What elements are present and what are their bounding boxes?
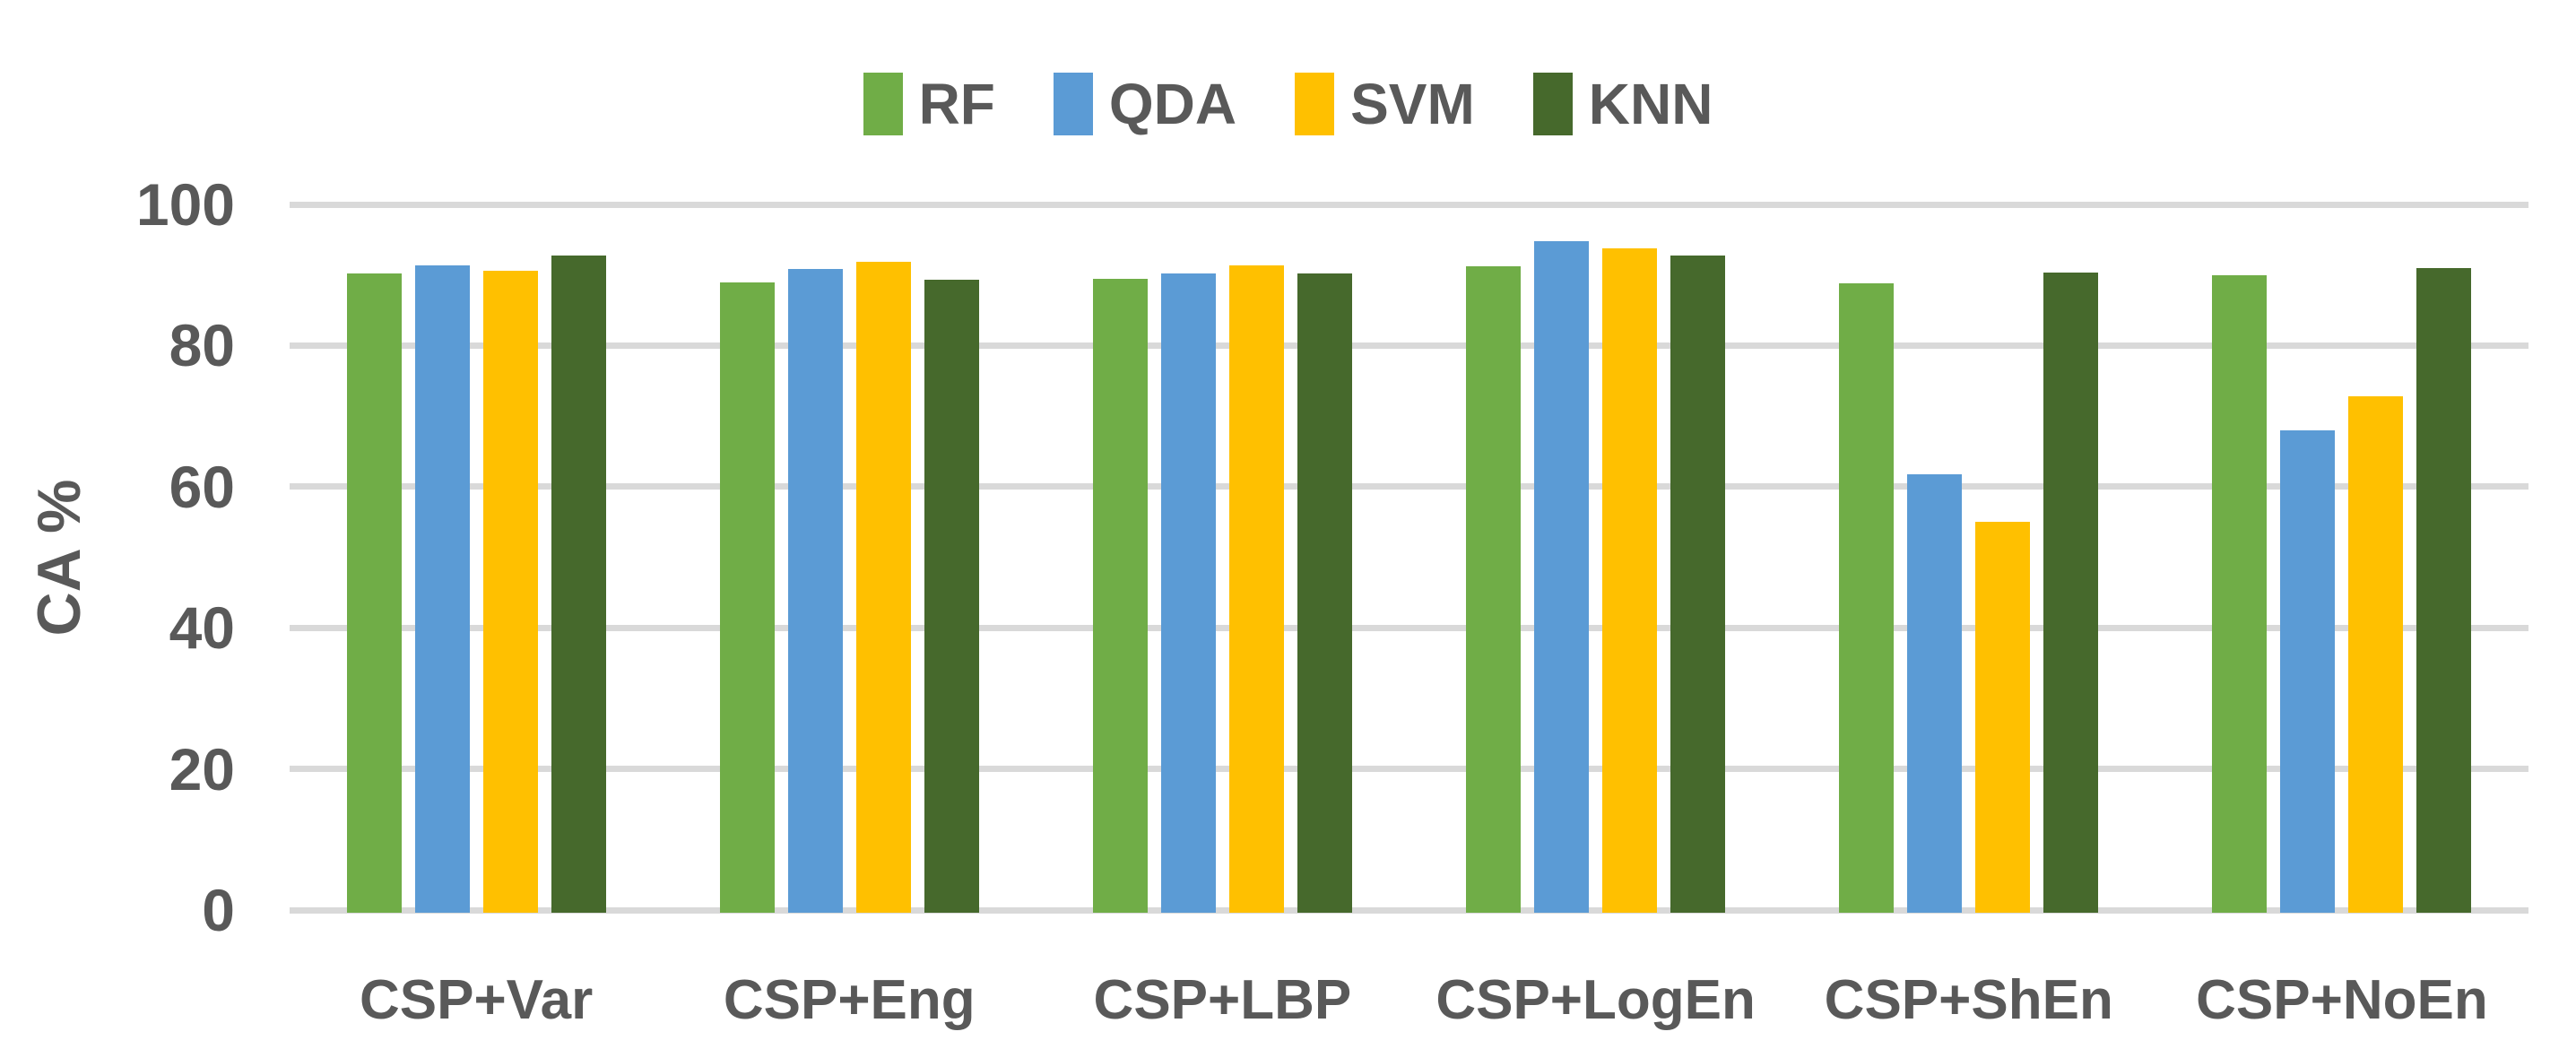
bar-rf-2 <box>1092 279 1148 914</box>
legend-swatch-qda <box>1053 73 1093 135</box>
y-tick-label: 0 <box>202 877 235 943</box>
x-category-label: CSP+ShEn <box>1824 969 2113 1031</box>
x-category-label: CSP+Var <box>359 969 594 1031</box>
y-tick-label: 80 <box>169 312 235 379</box>
bar-rf-0 <box>346 273 402 914</box>
bar-rf-5 <box>2212 274 2268 914</box>
y-tick-label: 40 <box>169 594 235 662</box>
legend-item-rf: RF <box>863 73 995 135</box>
bar-svm-4 <box>1975 522 2031 914</box>
bar-qda-4 <box>1907 473 1963 914</box>
gridline-0 <box>290 906 2528 914</box>
gridline-40 <box>290 624 2528 631</box>
legend-swatch-svm <box>1295 73 1335 135</box>
bar-qda-0 <box>414 265 470 914</box>
bar-svm-1 <box>855 261 911 914</box>
x-category-label: CSP+Eng <box>723 969 976 1031</box>
bar-knn-3 <box>1670 255 1726 914</box>
bar-svm-0 <box>482 270 538 914</box>
bar-knn-0 <box>551 255 606 914</box>
bar-svm-3 <box>1602 247 1658 914</box>
gridline-60 <box>290 483 2528 490</box>
legend-swatch-knn <box>1532 73 1573 135</box>
bar-rf-4 <box>1839 283 1895 914</box>
bar-rf-1 <box>719 282 775 914</box>
bar-qda-1 <box>787 268 843 914</box>
bar-qda-2 <box>1160 273 1216 914</box>
x-category-label: CSP+NoEn <box>2196 969 2488 1031</box>
legend-item-svm: SVM <box>1295 73 1475 135</box>
bar-knn-5 <box>2416 267 2472 914</box>
y-tick-label: 20 <box>169 735 235 802</box>
legend-swatch-rf <box>863 73 903 135</box>
bar-svm-2 <box>1228 264 1284 914</box>
bar-knn-4 <box>2043 273 2099 914</box>
x-category-label: CSP+LogEn <box>1435 969 1756 1031</box>
y-tick-label: 60 <box>169 453 235 520</box>
bar-svm-5 <box>2348 396 2404 914</box>
bar-qda-3 <box>1534 240 1590 914</box>
y-tick-label: 100 <box>135 171 235 238</box>
gridline-20 <box>290 766 2528 773</box>
bar-knn-2 <box>1297 273 1352 914</box>
gridline-80 <box>290 342 2528 349</box>
legend-item-knn: KNN <box>1532 72 1713 136</box>
x-category-label: CSP+LBP <box>1093 969 1352 1031</box>
legend-label: RF <box>918 72 995 136</box>
legend-label: KNN <box>1588 72 1713 136</box>
legend-label: QDA <box>1108 72 1237 136</box>
gridline-100 <box>290 201 2528 208</box>
chart-legend: RF QDA SVM KNN <box>0 70 2576 138</box>
bar-rf-3 <box>1466 266 1522 914</box>
legend-item-qda: QDA <box>1053 72 1237 136</box>
legend-label: SVM <box>1350 72 1475 136</box>
bar-qda-5 <box>2280 429 2336 914</box>
bar-knn-1 <box>924 280 979 914</box>
